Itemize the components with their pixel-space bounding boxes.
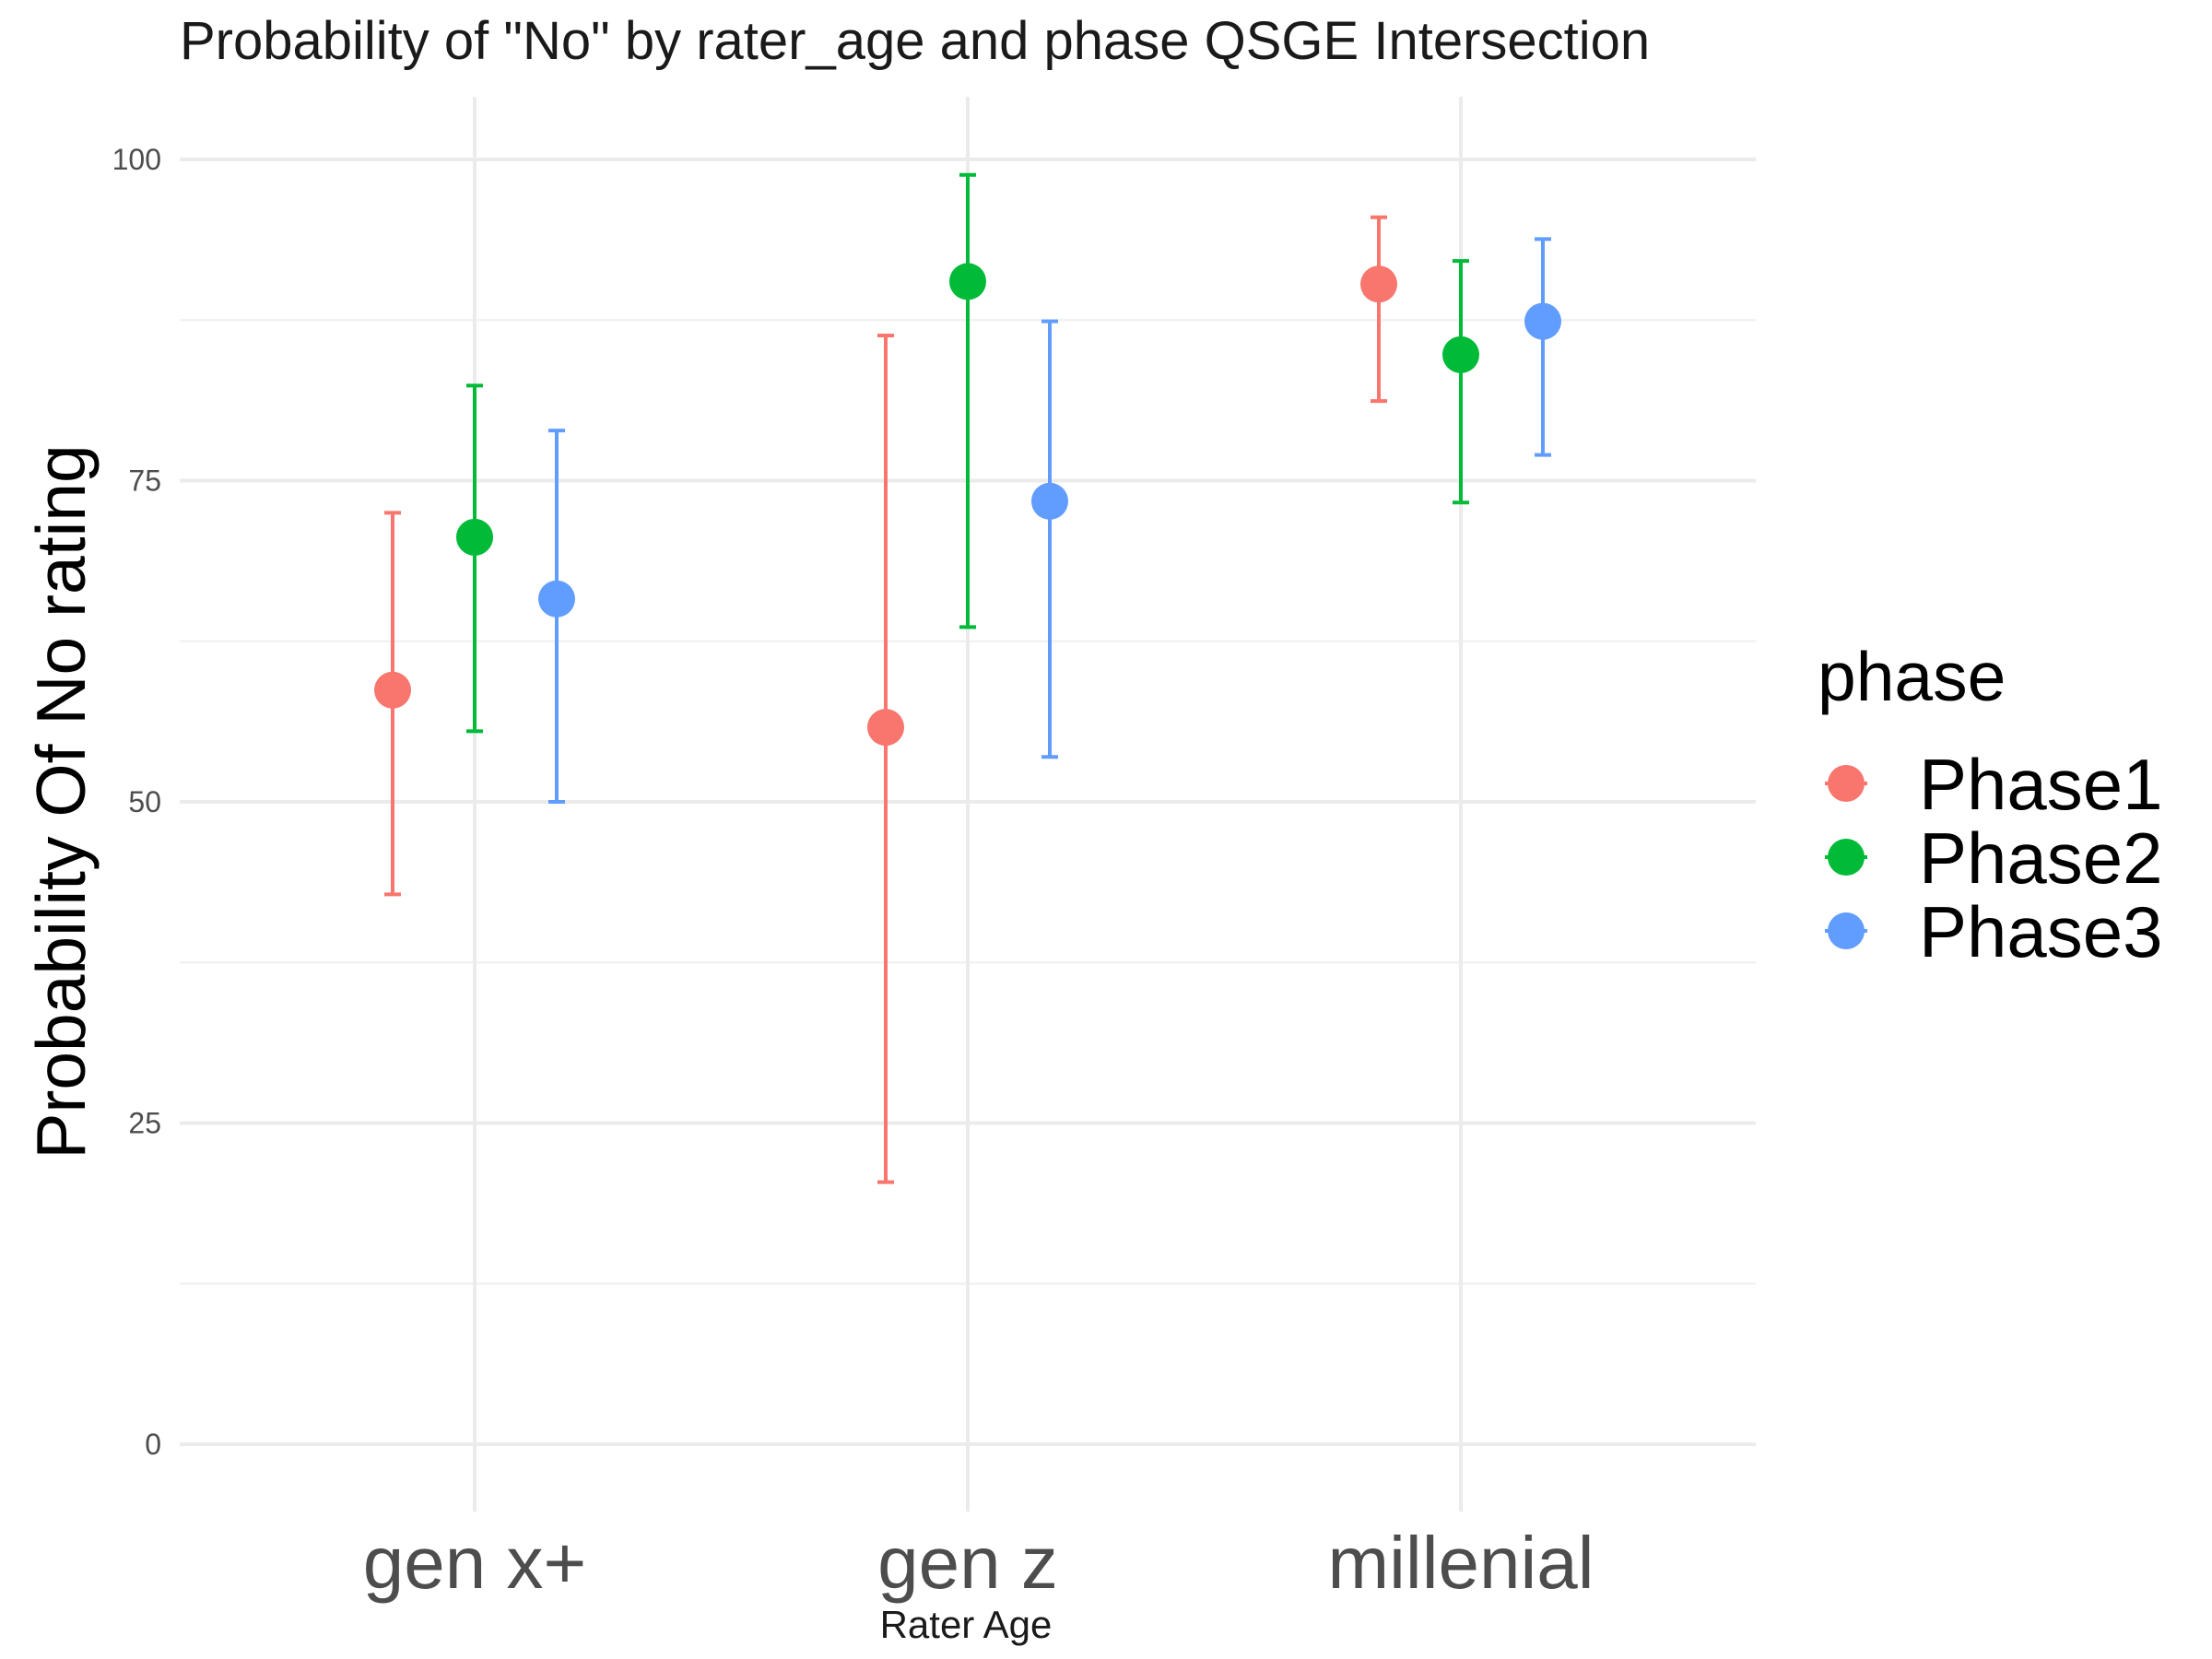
legend-label: Phase3 [1919, 891, 2163, 972]
y-tick-label: 100 [112, 143, 161, 176]
data-point [1524, 302, 1561, 340]
x-axis-label: Rater Age [880, 1603, 1053, 1646]
legend-item: Phase2 [1825, 818, 2163, 899]
legend-key-point [1828, 839, 1865, 876]
legend-key-point [1828, 912, 1865, 949]
y-tick-label: 0 [145, 1428, 161, 1461]
legend-label: Phase2 [1919, 818, 2163, 899]
data-point [538, 580, 575, 618]
data-points [374, 263, 1561, 747]
data-point [1360, 265, 1397, 303]
y-axis-label: Probability Of No rating [22, 444, 100, 1159]
y-tick-label: 50 [128, 785, 161, 818]
data-point [1442, 335, 1479, 373]
error-bar [959, 172, 976, 629]
data-point [1031, 482, 1068, 520]
data-point [867, 709, 904, 747]
legend-item: Phase3 [1825, 891, 2163, 972]
legend-key-point [1828, 765, 1865, 802]
data-point [374, 671, 411, 709]
error-bar [1041, 319, 1058, 759]
x-tick-label: gen x+ [363, 1522, 586, 1604]
x-axis-ticks: gen x+ gen z millenial [363, 1522, 1594, 1604]
error-bar [877, 333, 894, 1184]
x-tick-label: millenial [1328, 1522, 1594, 1604]
legend-label: Phase1 [1919, 744, 2163, 825]
error-bar [1535, 237, 1551, 457]
y-axis-ticks: 0 25 50 75 100 [112, 143, 161, 1461]
legend-title: phase [1818, 638, 2006, 715]
error-bar [466, 383, 483, 734]
y-tick-label: 75 [128, 465, 161, 498]
error-bar [1371, 215, 1387, 404]
chart-title: Probability of "No" by rater_age and pha… [180, 11, 1650, 71]
y-tick-label: 25 [128, 1107, 161, 1140]
legend-item: Phase1 [1825, 744, 2163, 825]
data-point [456, 518, 493, 556]
x-tick-label: gen z [877, 1522, 1058, 1604]
data-point [949, 263, 986, 300]
error-bar [1453, 259, 1469, 505]
